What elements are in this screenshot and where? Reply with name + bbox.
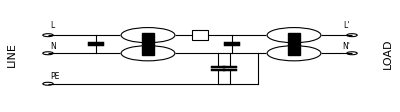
Text: L: L: [50, 21, 54, 30]
Text: LOAD: LOAD: [383, 39, 393, 69]
Text: LINE: LINE: [7, 41, 17, 66]
Circle shape: [267, 46, 321, 61]
Text: L': L': [344, 21, 350, 30]
Text: N': N': [342, 41, 350, 50]
Bar: [288, 34, 300, 56]
Text: N: N: [50, 41, 56, 50]
Circle shape: [121, 46, 175, 61]
Bar: [192, 31, 208, 41]
Circle shape: [267, 28, 321, 43]
Bar: [142, 34, 154, 56]
Circle shape: [121, 28, 175, 43]
Text: PE: PE: [50, 72, 59, 81]
